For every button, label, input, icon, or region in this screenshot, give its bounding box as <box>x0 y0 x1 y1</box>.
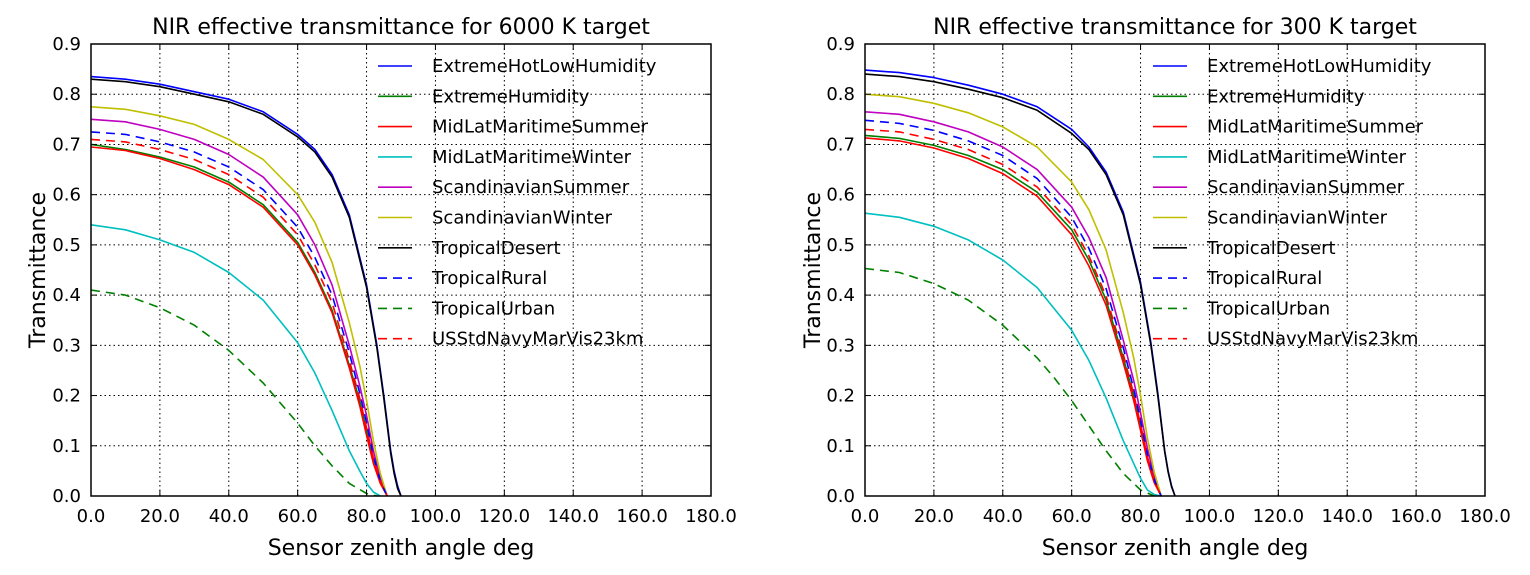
legend-label: ExtremeHumidity <box>1207 86 1365 107</box>
y-tick-label: 0.1 <box>52 436 81 457</box>
series-line <box>864 111 1162 497</box>
plot-frame <box>90 43 712 497</box>
x-tick-label: 180.0 <box>685 506 737 527</box>
x-tick-label: 80.0 <box>347 506 387 527</box>
x-tick-label: 180.0 <box>1459 506 1511 527</box>
x-tick-label: 140.0 <box>1321 506 1373 527</box>
x-axis-label: Sensor zenith angle deg <box>268 536 535 561</box>
x-tick-label: 0.0 <box>77 506 106 527</box>
series-line <box>90 146 388 497</box>
legend-label: TropicalUrban <box>1206 298 1330 319</box>
legend-label: MidLatMaritimeSummer <box>1207 117 1424 138</box>
chart-title: NIR effective transmittance for 6000 K t… <box>152 15 650 40</box>
series-line <box>864 93 1162 497</box>
y-tick-label: 0.3 <box>52 335 81 356</box>
legend-label: ScandinavianSummer <box>432 177 630 198</box>
grid <box>91 44 711 496</box>
legend: ExtremeHotLowHumidity ExtremeHumidity MidL… <box>1153 56 1432 350</box>
y-axis-label: Transmittance <box>26 192 51 349</box>
series-line <box>90 106 388 497</box>
x-tick-label: 140.0 <box>547 506 599 527</box>
y-axis-label: Transmittance <box>801 192 826 349</box>
legend-label: ExtremeHotLowHumidity <box>1207 56 1432 77</box>
series-line <box>90 118 388 497</box>
series-line <box>90 131 388 497</box>
legend-label: TropicalDesert <box>1206 238 1336 259</box>
x-tick-label: 40.0 <box>983 506 1023 527</box>
y-tick-label: 0.0 <box>52 486 81 507</box>
series-line <box>864 212 1162 497</box>
x-tick-label: 20.0 <box>914 506 954 527</box>
series-line <box>864 267 1155 497</box>
legend-label: MidLatMaritimeWinter <box>1207 147 1407 168</box>
ticks: 0.0 20.0 40.0 60.0 80.0 100.0 120.0 140.0 160.0 1… <box>52 34 736 527</box>
legend: ExtremeHotLowHumidity ExtremeHumidity MidL… <box>378 56 657 350</box>
x-tick-label: 160.0 <box>1390 506 1442 527</box>
y-tick-label: 0.7 <box>52 134 81 155</box>
y-tick-label: 0.5 <box>52 235 81 256</box>
x-axis-label: Sensor zenith angle deg <box>1042 536 1309 561</box>
series-line <box>90 138 388 497</box>
series-line <box>90 143 388 497</box>
y-tick-label: 0.4 <box>826 285 855 306</box>
y-tick-label: 0.9 <box>826 34 855 55</box>
chart-panel-300k: NIR effective transmittance for 300 K ta… <box>801 15 1511 561</box>
ticks: 0.0 20.0 40.0 60.0 80.0 100.0 120.0 140.0 160.0 1… <box>826 34 1510 527</box>
series-line <box>90 224 381 497</box>
series-line <box>90 289 378 497</box>
y-tick-label: 0.2 <box>52 386 81 407</box>
x-tick-label: 60.0 <box>278 506 318 527</box>
chart-panel-6000k: NIR effective transmittance for 6000 K t… <box>26 15 737 561</box>
legend-label: MidLatMaritimeSummer <box>432 117 649 138</box>
y-tick-label: 0.0 <box>826 486 855 507</box>
legend-label: USStdNavyMarVis23km <box>1207 329 1418 350</box>
legend-label: TropicalUrban <box>431 298 555 319</box>
y-tick-label: 0.6 <box>52 185 81 206</box>
series-lines <box>864 69 1176 497</box>
legend-label: USStdNavyMarVis23km <box>432 329 643 350</box>
y-tick-label: 0.3 <box>826 335 855 356</box>
grid <box>865 44 1485 496</box>
x-tick-label: 60.0 <box>1052 506 1092 527</box>
x-tick-label: 160.0 <box>616 506 668 527</box>
y-tick-label: 0.2 <box>826 386 855 407</box>
x-tick-label: 120.0 <box>1253 506 1305 527</box>
series-lines <box>90 75 402 497</box>
legend-label: MidLatMaritimeWinter <box>432 147 632 168</box>
legend-label: TropicalRural <box>1206 268 1322 289</box>
series-line <box>864 119 1162 497</box>
series-line <box>864 128 1162 497</box>
series-line <box>864 73 1176 497</box>
legend-label: ScandinavianSummer <box>1207 177 1405 198</box>
series-line <box>90 78 402 497</box>
y-tick-label: 0.8 <box>826 84 855 105</box>
legend-label: ExtremeHotLowHumidity <box>432 56 657 77</box>
y-tick-label: 0.8 <box>52 84 81 105</box>
chart-title: NIR effective transmittance for 300 K ta… <box>933 15 1417 40</box>
x-tick-label: 20.0 <box>140 506 180 527</box>
x-tick-label: 0.0 <box>851 506 880 527</box>
x-tick-label: 80.0 <box>1121 506 1161 527</box>
legend-label: TropicalRural <box>431 268 547 289</box>
y-tick-label: 0.9 <box>52 34 81 55</box>
series-line <box>864 137 1162 497</box>
legend-label: ExtremeHumidity <box>432 86 590 107</box>
x-tick-label: 100.0 <box>410 506 462 527</box>
y-tick-label: 0.4 <box>52 285 81 306</box>
y-tick-label: 0.7 <box>826 134 855 155</box>
legend-label: TropicalDesert <box>431 238 561 259</box>
x-tick-label: 40.0 <box>209 506 249 527</box>
x-tick-label: 100.0 <box>1184 506 1236 527</box>
y-tick-label: 0.1 <box>826 436 855 457</box>
x-tick-label: 120.0 <box>479 506 531 527</box>
y-tick-label: 0.5 <box>826 235 855 256</box>
legend-label: ScandinavianWinter <box>432 208 613 229</box>
plot-frame <box>864 43 1486 497</box>
y-tick-label: 0.6 <box>826 185 855 206</box>
legend-label: ScandinavianWinter <box>1207 208 1388 229</box>
